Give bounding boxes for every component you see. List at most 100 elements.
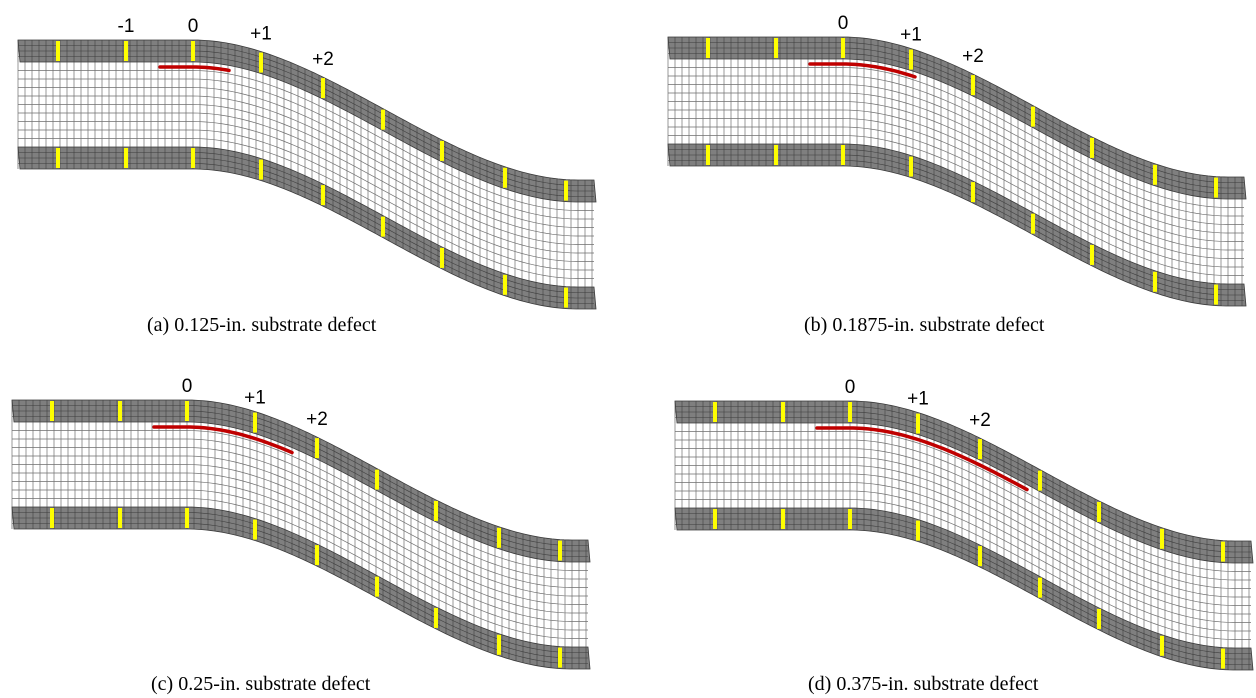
- caption-b: (b) 0.1875-in. substrate defect: [804, 314, 1045, 336]
- caption-d: (d) 0.375-in. substrate defect: [808, 673, 1039, 695]
- mesh-line: [18, 121, 594, 262]
- mesh-line: [18, 95, 594, 237]
- mesh-line: [675, 490, 1251, 632]
- gauge-ticks: [713, 402, 1225, 669]
- mesh-line: [675, 448, 1251, 589]
- mesh-line: [18, 152, 594, 293]
- marker-label: 0: [188, 16, 199, 37]
- caption-a: (a) 0.125-in. substrate defect: [147, 314, 377, 336]
- mesh-line: [12, 447, 588, 588]
- mesh-line: [12, 523, 588, 664]
- mesh-line: [668, 42, 1244, 183]
- mesh-line: [675, 482, 1251, 623]
- marker-label: +2: [962, 46, 984, 67]
- mesh-line: [675, 499, 1251, 640]
- mesh-line: [18, 157, 594, 299]
- mesh-line: [675, 431, 1251, 572]
- mesh-line: [12, 489, 588, 631]
- mesh-line: [675, 518, 1251, 660]
- panel-b: 0 +1 +2: [667, 13, 1247, 307]
- core-mesh: [667, 59, 1244, 284]
- mesh-line: [668, 75, 1244, 217]
- marker-label: -1: [118, 16, 135, 37]
- marker-label: +2: [312, 49, 334, 70]
- mesh-line: [18, 87, 594, 228]
- mesh-line: [18, 45, 594, 186]
- core-region: [12, 422, 590, 647]
- core-mesh: [674, 423, 1251, 648]
- mesh-line: [668, 67, 1244, 208]
- core-mesh: [11, 422, 588, 647]
- mesh-line: [668, 118, 1244, 259]
- mesh-line: [12, 410, 588, 552]
- mesh-line: [18, 56, 594, 197]
- core-region: [675, 423, 1253, 648]
- mesh-line: [12, 481, 588, 622]
- upper-face-sheet-mesh: [11, 400, 588, 562]
- mesh-line: [18, 50, 594, 192]
- mesh-line: [675, 439, 1251, 581]
- mesh-line: [18, 112, 594, 254]
- lower-face-sheet: [11, 506, 591, 670]
- mesh-line: [675, 406, 1251, 547]
- upper-face-sheet: [674, 400, 1254, 564]
- mesh-line: [12, 517, 588, 659]
- upper-face-sheet: [667, 36, 1247, 200]
- gauge-ticks: [56, 41, 568, 308]
- lower-face-sheet: [17, 146, 597, 310]
- gauge-ticks: [50, 401, 562, 668]
- mesh-line: [668, 92, 1244, 234]
- panel-a: -1 0 +1 +2: [17, 16, 597, 310]
- upper-face-sheet: [17, 39, 597, 203]
- mesh-line: [12, 416, 588, 557]
- mesh-line: [668, 135, 1244, 276]
- mesh-line: [668, 149, 1244, 290]
- mesh-line: [12, 455, 588, 597]
- marker-label: +1: [900, 25, 922, 46]
- core-mesh: [17, 62, 594, 287]
- defect-crack: [158, 65, 231, 73]
- marker-label: +2: [306, 409, 328, 430]
- upper-face-sheet-mesh: [667, 37, 1244, 199]
- mesh-line: [675, 456, 1251, 598]
- mesh-line: [668, 126, 1244, 268]
- mesh-line: [668, 101, 1244, 242]
- mesh-line: [668, 160, 1244, 301]
- lower-face-sheet-mesh: [11, 507, 588, 669]
- mesh-line: [675, 411, 1251, 553]
- mesh-line: [668, 47, 1244, 189]
- gauge-ticks: [706, 38, 1218, 305]
- panel-c: 0 +1 +2: [11, 376, 591, 670]
- marker-label: 0: [182, 376, 193, 397]
- mesh-line: [18, 138, 594, 279]
- mesh-line: [18, 104, 594, 245]
- mesh-line: [18, 129, 594, 271]
- caption-c: (c) 0.25-in. substrate defect: [151, 673, 371, 695]
- mesh-line: [675, 473, 1251, 615]
- mesh-line: [668, 84, 1244, 225]
- marker-label: +2: [969, 410, 991, 431]
- mesh-line: [668, 109, 1244, 251]
- mesh-line: [12, 430, 588, 571]
- mesh-line: [675, 513, 1251, 654]
- mesh-line: [675, 465, 1251, 606]
- core-region: [668, 59, 1246, 284]
- core-region: [18, 62, 596, 287]
- mesh-line: [18, 70, 594, 211]
- marker-label: +1: [250, 24, 272, 45]
- mesh-line: [12, 498, 588, 639]
- lower-face-sheet: [667, 143, 1247, 307]
- mesh-line: [668, 154, 1244, 296]
- mesh-line: [12, 438, 588, 580]
- mesh-line: [18, 78, 594, 220]
- marker-label: +1: [244, 388, 266, 409]
- marker-label: +1: [907, 389, 929, 410]
- lower-face-sheet-mesh: [674, 508, 1251, 670]
- mesh-line: [12, 464, 588, 605]
- mesh-line: [12, 472, 588, 614]
- mesh-line: [12, 405, 588, 546]
- panel-d: 0 +1 +2: [674, 377, 1254, 671]
- upper-face-sheet: [11, 399, 591, 563]
- mesh-line: [12, 512, 588, 653]
